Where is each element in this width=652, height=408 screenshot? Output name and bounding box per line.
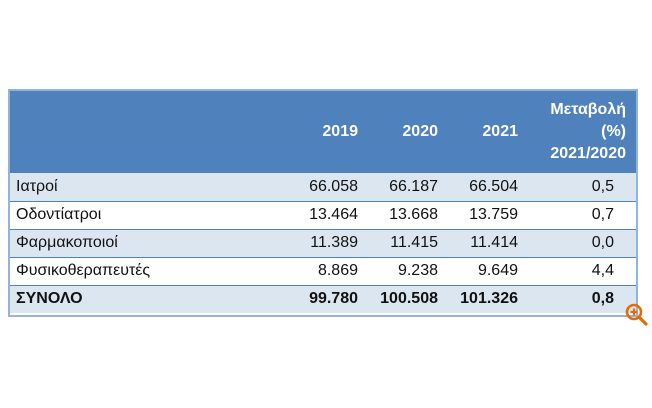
header-2020: 2020 bbox=[402, 123, 438, 140]
zoom-in-icon[interactable] bbox=[624, 302, 648, 326]
cell-change: 0,5 bbox=[526, 173, 636, 202]
data-table-frame: 2019 2020 2021 Μεταβολή (%) 2021/2020 Ια… bbox=[8, 89, 638, 317]
header-2021: 2021 bbox=[482, 123, 518, 140]
row-label: Οδοντίατροι bbox=[10, 201, 286, 230]
header-name bbox=[10, 91, 286, 173]
table-row: Οδοντίατροι 13.464 13.668 13.759 0,7 bbox=[10, 201, 636, 230]
header-change: Μεταβολή (%) 2021/2020 bbox=[526, 91, 636, 173]
row-label: Φυσικοθεραπευτές bbox=[10, 257, 286, 286]
total-change: 0,8 bbox=[526, 285, 636, 313]
total-2021: 101.326 bbox=[446, 285, 526, 313]
cell-2021: 13.759 bbox=[446, 201, 526, 230]
cell-2020: 66.187 bbox=[366, 173, 446, 202]
cell-2021: 9.649 bbox=[446, 257, 526, 286]
total-label: ΣΥΝΟΛΟ bbox=[10, 285, 286, 313]
cell-2020: 11.415 bbox=[366, 229, 446, 258]
row-label: Ιατροί bbox=[10, 173, 286, 202]
cell-2021: 11.414 bbox=[446, 229, 526, 258]
table-row: Ιατροί 66.058 66.187 66.504 0,5 bbox=[10, 173, 636, 202]
table-row: Φυσικοθεραπευτές 8.869 9.238 9.649 4,4 bbox=[10, 257, 636, 286]
cell-change: 0,7 bbox=[526, 201, 636, 230]
data-table: 2019 2020 2021 Μεταβολή (%) 2021/2020 Ια… bbox=[10, 91, 636, 313]
cell-2019: 8.869 bbox=[286, 257, 366, 286]
total-2019: 99.780 bbox=[286, 285, 366, 313]
table-row: Φαρμακοποιοί 11.389 11.415 11.414 0,0 bbox=[10, 229, 636, 258]
cell-2019: 66.058 bbox=[286, 173, 366, 202]
header-change-line1: Μεταβολή bbox=[550, 101, 626, 118]
header-change-line2: (%) bbox=[601, 123, 626, 140]
row-label: Φαρμακοποιοί bbox=[10, 229, 286, 258]
table-header-row: 2019 2020 2021 Μεταβολή (%) 2021/2020 bbox=[10, 91, 636, 173]
cell-change: 4,4 bbox=[526, 257, 636, 286]
cell-2019: 11.389 bbox=[286, 229, 366, 258]
header-2019: 2019 bbox=[322, 123, 358, 140]
cell-change: 0,0 bbox=[526, 229, 636, 258]
cell-2020: 13.668 bbox=[366, 201, 446, 230]
total-2020: 100.508 bbox=[366, 285, 446, 313]
cell-2019: 13.464 bbox=[286, 201, 366, 230]
table-total-row: ΣΥΝΟΛΟ 99.780 100.508 101.326 0,8 bbox=[10, 285, 636, 313]
cell-2021: 66.504 bbox=[446, 173, 526, 202]
header-change-line3: 2021/2020 bbox=[550, 145, 626, 162]
cell-2020: 9.238 bbox=[366, 257, 446, 286]
